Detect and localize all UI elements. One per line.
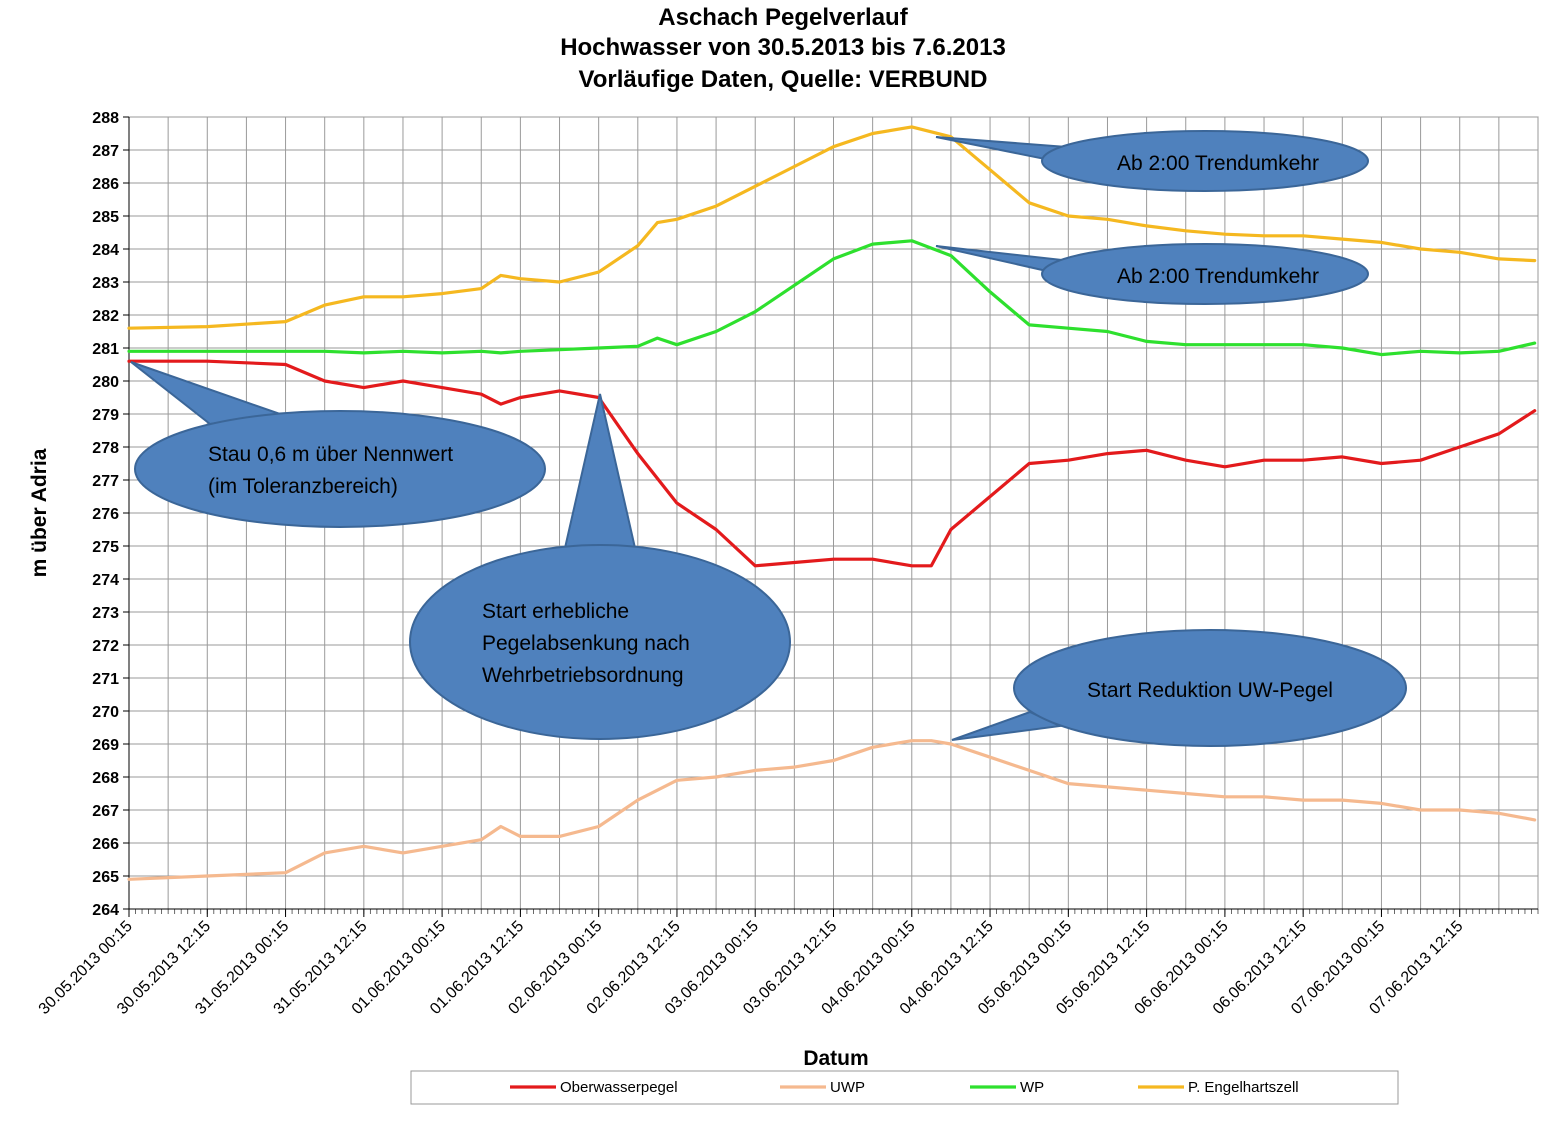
callout: Stau 0,6 m über Nennwert (im Toleranzbere… bbox=[130, 361, 546, 528]
callout-text: Ab 2:00 Trendumkehr bbox=[1117, 265, 1319, 288]
y-tick-label: 281 bbox=[92, 341, 119, 358]
legend-item: P. Engelhartszell bbox=[1188, 1079, 1299, 1096]
series-line bbox=[127, 125, 1537, 330]
y-tick-label: 268 bbox=[92, 770, 119, 787]
y-tick-label: 266 bbox=[92, 836, 119, 853]
y-tick-label: 272 bbox=[92, 638, 119, 655]
y-tick-label: 270 bbox=[92, 704, 119, 721]
y-tick-label: 273 bbox=[92, 605, 119, 622]
y-tick-label: 274 bbox=[92, 572, 119, 589]
y-tick-label: 282 bbox=[92, 308, 119, 325]
callout-text: Ab 2:00 Trendumkehr bbox=[1117, 152, 1319, 175]
y-tick-label: 265 bbox=[92, 869, 119, 886]
legend-item: UWP bbox=[830, 1079, 865, 1096]
y-tick-label: 288 bbox=[92, 110, 119, 127]
y-tick-label: 278 bbox=[92, 440, 119, 457]
legend-item: Oberwasserpegel bbox=[560, 1079, 678, 1096]
legend-box bbox=[410, 1070, 1399, 1105]
callout: Start Reduktion UW-Pegel bbox=[951, 629, 1407, 747]
chart-title-line-3: Vorläufige Daten, Quelle: VERBUND bbox=[578, 66, 988, 93]
y-tick-label: 284 bbox=[92, 242, 119, 259]
callout-bubble bbox=[1041, 130, 1369, 192]
y-tick-label: 286 bbox=[92, 176, 119, 193]
y-tick-label: 285 bbox=[92, 209, 119, 226]
legend-item: WP bbox=[1020, 1079, 1044, 1096]
y-tick-label: 280 bbox=[92, 374, 119, 391]
callout-bubble bbox=[409, 544, 791, 740]
callout-text: Wehrbetriebsordnung bbox=[482, 664, 684, 687]
series-line bbox=[127, 739, 1537, 881]
y-tick-label: 283 bbox=[92, 275, 119, 292]
callout-text: Stau 0,6 m über Nennwert bbox=[208, 443, 453, 466]
legend: Oberwasserpegel UWP WP P. Engelhartszell bbox=[410, 1070, 1399, 1105]
y-tick-label: 269 bbox=[92, 737, 119, 754]
callout-bubble bbox=[1013, 629, 1407, 747]
callout-text: (im Toleranzbereich) bbox=[208, 475, 398, 498]
series-line bbox=[127, 359, 1537, 568]
callout-text: Start Reduktion UW-Pegel bbox=[1087, 679, 1333, 702]
y-tick-label: 276 bbox=[92, 506, 119, 523]
y-tick-label: 287 bbox=[92, 143, 119, 160]
callout: Ab 2:00 Trendumkehr bbox=[935, 130, 1369, 192]
chart-title-line-1: Aschach Pegelverlauf bbox=[658, 4, 908, 31]
y-tick-label: 271 bbox=[92, 671, 119, 688]
chart-title-line-2: Hochwasser von 30.5.2013 bis 7.6.2013 bbox=[560, 34, 1006, 61]
y-tick-label: 277 bbox=[92, 473, 119, 490]
callout: Ab 2:00 Trendumkehr bbox=[935, 243, 1369, 305]
y-tick-label: 267 bbox=[92, 803, 119, 820]
y-axis-label: m über Adria bbox=[28, 448, 51, 577]
callout-bubble bbox=[1041, 243, 1369, 305]
callout-text: Start erhebliche bbox=[482, 600, 629, 623]
series-line bbox=[127, 239, 1537, 357]
callout-bubble bbox=[134, 410, 546, 528]
callout: Start erhebliche Pegelabsenkung nach Wehrb… bbox=[409, 393, 791, 740]
callout-text: Pegelabsenkung nach bbox=[482, 632, 690, 655]
x-axis-label: Datum bbox=[803, 1047, 868, 1070]
y-tick-label: 279 bbox=[92, 407, 119, 424]
y-tick-label: 264 bbox=[92, 902, 119, 919]
y-tick-label: 275 bbox=[92, 539, 119, 556]
